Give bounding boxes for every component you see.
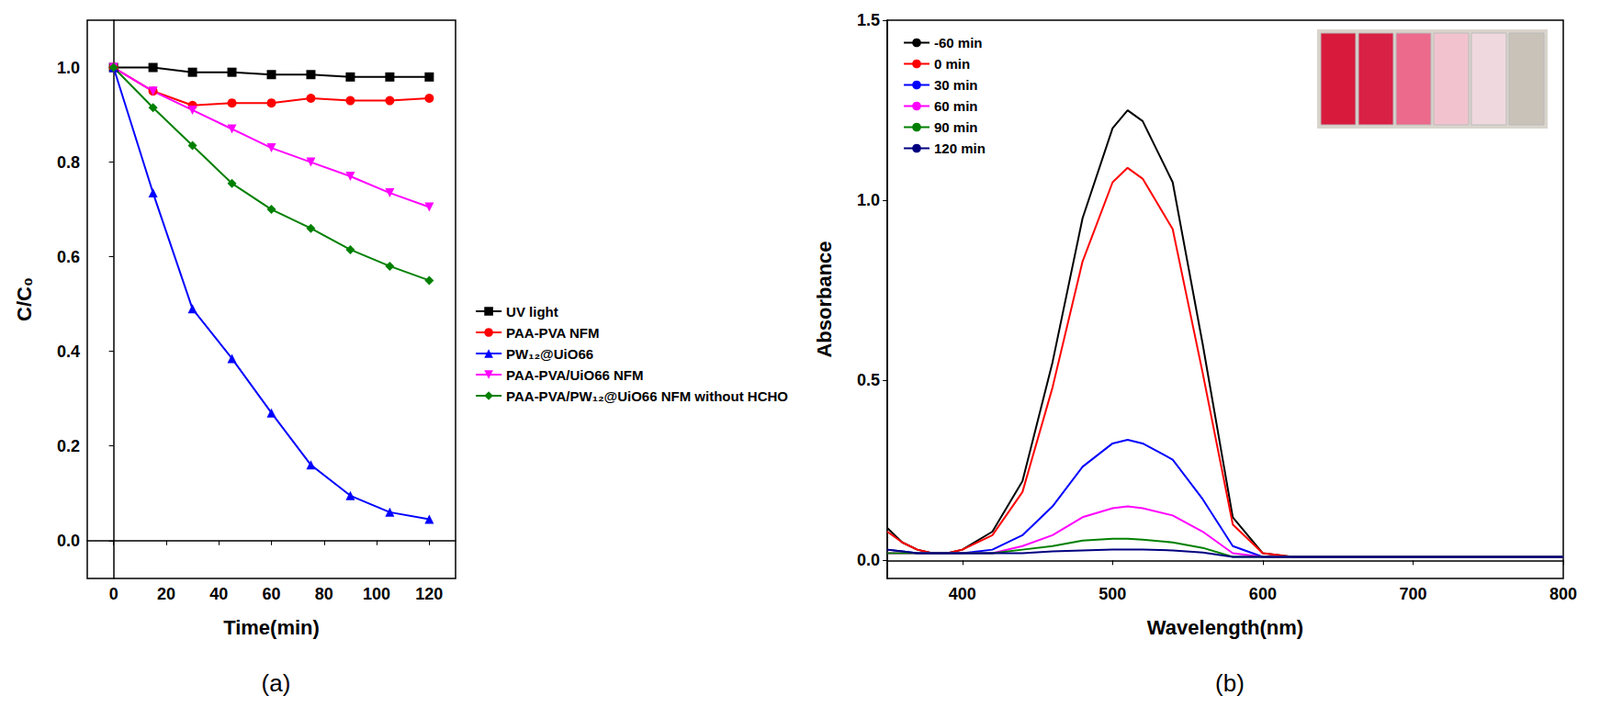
svg-text:(b): (b) bbox=[1215, 669, 1245, 698]
svg-text:UV light: UV light bbox=[506, 304, 559, 320]
svg-text:0 min: 0 min bbox=[934, 56, 970, 72]
svg-text:60 min: 60 min bbox=[934, 98, 979, 114]
svg-text:0: 0 bbox=[109, 585, 119, 604]
svg-text:120: 120 bbox=[415, 585, 443, 604]
svg-text:Time(min): Time(min) bbox=[223, 616, 320, 640]
svg-text:120 min: 120 min bbox=[934, 140, 986, 157]
svg-text:(a): (a) bbox=[261, 669, 292, 698]
svg-text:0.4: 0.4 bbox=[56, 342, 80, 361]
svg-text:0.6: 0.6 bbox=[56, 247, 80, 267]
svg-text:Absorbance: Absorbance bbox=[812, 240, 836, 358]
svg-text:40: 40 bbox=[209, 585, 228, 604]
svg-text:0.8: 0.8 bbox=[56, 153, 80, 172]
svg-text:1.0: 1.0 bbox=[56, 58, 80, 78]
svg-text:60: 60 bbox=[261, 585, 281, 604]
svg-text:Wavelength(nm): Wavelength(nm) bbox=[1147, 616, 1304, 640]
svg-text:0.2: 0.2 bbox=[56, 437, 80, 456]
svg-text:PAA-PVA/UiO66 NFM: PAA-PVA/UiO66 NFM bbox=[506, 367, 643, 384]
svg-text:PW₁₂@UiO66: PW₁₂@UiO66 bbox=[506, 346, 594, 362]
svg-text:400: 400 bbox=[948, 585, 977, 604]
svg-text:PAA-PVA/PW₁₂@UiO66 NFM without: PAA-PVA/PW₁₂@UiO66 NFM without HCHO bbox=[506, 388, 789, 405]
svg-text:100: 100 bbox=[362, 585, 391, 604]
svg-text:700: 700 bbox=[1398, 585, 1427, 604]
svg-text:30 min: 30 min bbox=[934, 77, 979, 93]
svg-text:1.0: 1.0 bbox=[856, 191, 880, 210]
svg-text:600: 600 bbox=[1249, 585, 1277, 604]
svg-text:0.0: 0.0 bbox=[856, 551, 880, 570]
svg-text:0.5: 0.5 bbox=[856, 371, 880, 390]
svg-text:PAA-PVA NFM: PAA-PVA NFM bbox=[506, 325, 599, 341]
svg-text:0.0: 0.0 bbox=[56, 531, 80, 551]
svg-text:20: 20 bbox=[157, 585, 176, 604]
svg-text:500: 500 bbox=[1098, 585, 1127, 604]
svg-text:800: 800 bbox=[1549, 585, 1578, 604]
svg-text:1.5: 1.5 bbox=[856, 11, 880, 30]
svg-text:C/C₀: C/C₀ bbox=[12, 277, 36, 322]
svg-text:-60 min: -60 min bbox=[934, 34, 983, 51]
svg-text:90 min: 90 min bbox=[934, 119, 979, 136]
svg-text:80: 80 bbox=[315, 585, 334, 604]
